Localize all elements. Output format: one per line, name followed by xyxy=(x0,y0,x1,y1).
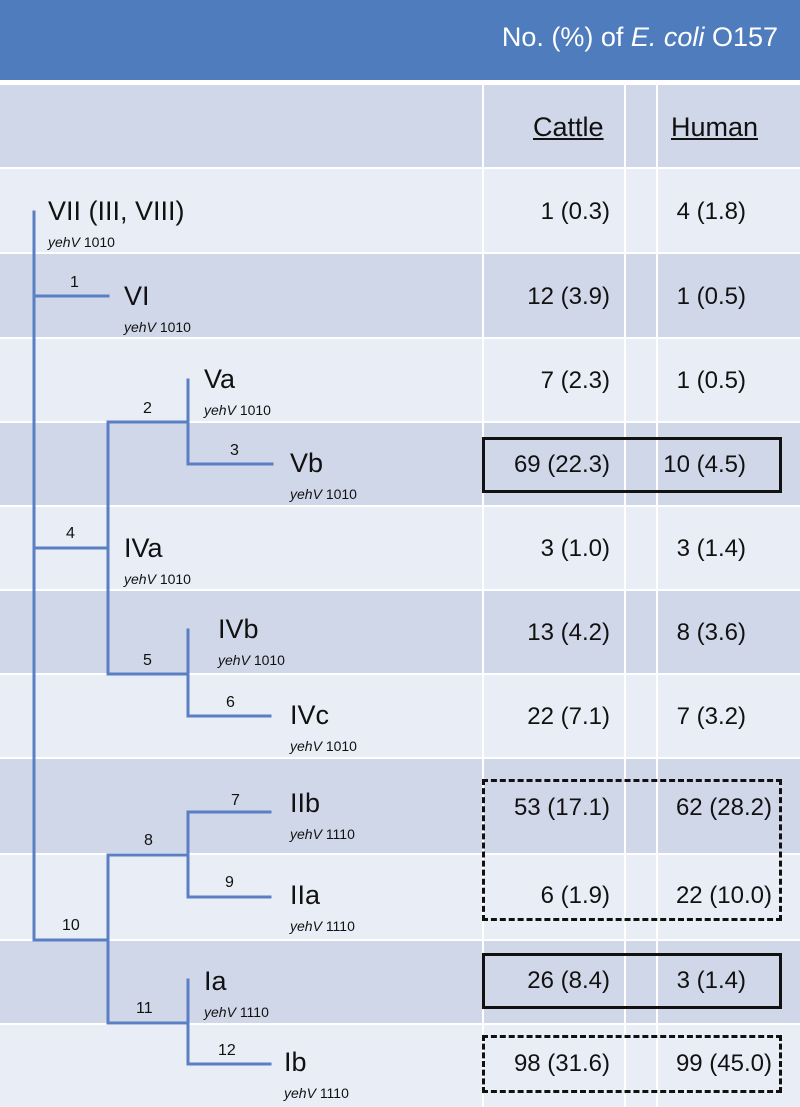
cattle-value: 12 (3.9) xyxy=(527,283,610,310)
row-band xyxy=(0,168,800,253)
lineage-label: Va xyxy=(204,364,236,394)
lineage-label: IVb xyxy=(218,614,259,644)
row-divider xyxy=(0,757,800,759)
branch-number: 11 xyxy=(136,1000,153,1017)
human-value: 22 (10.0) xyxy=(675,882,772,909)
lineage-label: IIb xyxy=(290,788,321,818)
lineage-label: IVc xyxy=(290,700,330,730)
branch-number: 4 xyxy=(66,525,75,542)
column-divider xyxy=(656,85,658,1107)
row-band xyxy=(0,338,800,422)
row-divider xyxy=(0,589,800,591)
row-divider xyxy=(0,252,800,254)
row-band xyxy=(0,854,800,940)
column-divider xyxy=(624,85,626,1107)
human-value: 62 (28.2) xyxy=(675,794,772,821)
cattle-value: 53 (17.1) xyxy=(513,794,610,821)
row-band xyxy=(0,253,800,338)
row-divider xyxy=(0,853,800,855)
human-value: 4 (1.8) xyxy=(676,198,746,225)
gene-label: yehV 1110 xyxy=(290,826,355,842)
row-divider xyxy=(0,1023,800,1025)
column-header-band xyxy=(0,85,800,168)
column-header-cattle: Cattle xyxy=(533,112,604,142)
gene-label: yehV 1110 xyxy=(290,918,355,934)
gene-label: yehV 1010 xyxy=(218,652,285,668)
row-divider xyxy=(0,939,800,941)
highlight-box-solid xyxy=(482,437,782,493)
row-divider xyxy=(0,337,800,339)
cattle-value: 6 (1.9) xyxy=(540,882,610,909)
row-band xyxy=(0,506,800,590)
human-value: 99 (45.0) xyxy=(675,1050,772,1077)
gene-label: yehV 1110 xyxy=(204,1004,269,1020)
gene-label: yehV 1010 xyxy=(124,571,191,587)
cattle-value: 69 (22.3) xyxy=(513,451,610,478)
row-divider xyxy=(0,673,800,675)
lineage-label: Ib xyxy=(284,1047,307,1077)
cattle-value: 3 (1.0) xyxy=(540,535,610,562)
lineage-label: Vb xyxy=(290,448,324,478)
lineage-label: VI xyxy=(124,281,150,311)
human-value: 1 (0.5) xyxy=(676,283,746,310)
column-divider xyxy=(482,85,484,1107)
human-value: 3 (1.4) xyxy=(676,967,746,994)
lineage-label: VII (III, VIII) xyxy=(48,196,185,226)
gene-label: yehV 1110 xyxy=(284,1085,349,1101)
row-divider xyxy=(0,167,800,169)
species-name: E. coli xyxy=(630,22,705,52)
gene-label: yehV 1010 xyxy=(48,234,115,250)
row-band xyxy=(0,758,800,854)
cattle-value: 7 (2.3) xyxy=(540,367,610,394)
lineage-label: IVa xyxy=(124,533,163,563)
cattle-value: 22 (7.1) xyxy=(527,703,610,730)
cattle-value: 98 (31.6) xyxy=(513,1050,610,1077)
branch-number: 10 xyxy=(62,917,80,934)
branch-number: 3 xyxy=(230,442,239,459)
lineage-label: Ia xyxy=(204,966,227,996)
branch-number: 8 xyxy=(144,832,153,849)
human-value: 8 (3.6) xyxy=(676,619,746,646)
branch-number: 5 xyxy=(143,652,152,669)
gene-label: yehV 1010 xyxy=(290,738,357,754)
row-band xyxy=(0,590,800,674)
human-value: 10 (4.5) xyxy=(663,451,746,478)
branch-number: 7 xyxy=(231,792,240,809)
table-header-bar: No. (%) of E. coli O157 xyxy=(0,0,800,80)
column-header-human: Human xyxy=(671,112,759,142)
cattle-value: 26 (8.4) xyxy=(527,967,610,994)
row-divider xyxy=(0,505,800,507)
cattle-value: 13 (4.2) xyxy=(527,619,610,646)
highlight-box-dashed xyxy=(482,1035,782,1093)
human-value: 1 (0.5) xyxy=(676,367,746,394)
branch-number: 9 xyxy=(225,874,234,891)
branch-number: 1 xyxy=(70,274,79,291)
cattle-value: 1 (0.3) xyxy=(540,198,610,225)
branch-number: 12 xyxy=(218,1042,236,1059)
highlight-box-solid xyxy=(482,953,782,1009)
human-value: 3 (1.4) xyxy=(676,535,746,562)
table-title: No. (%) of E. coli O157 xyxy=(501,22,778,52)
row-divider xyxy=(0,421,800,423)
human-value: 7 (3.2) xyxy=(676,703,746,730)
row-band xyxy=(0,674,800,758)
gene-label: yehV 1010 xyxy=(204,402,271,418)
gene-label: yehV 1010 xyxy=(124,319,191,335)
highlight-box-dashed xyxy=(482,779,782,921)
gene-label: yehV 1010 xyxy=(290,486,357,502)
lineage-label: IIa xyxy=(290,880,321,910)
branch-number: 6 xyxy=(226,694,235,711)
branch-number: 2 xyxy=(143,400,152,417)
